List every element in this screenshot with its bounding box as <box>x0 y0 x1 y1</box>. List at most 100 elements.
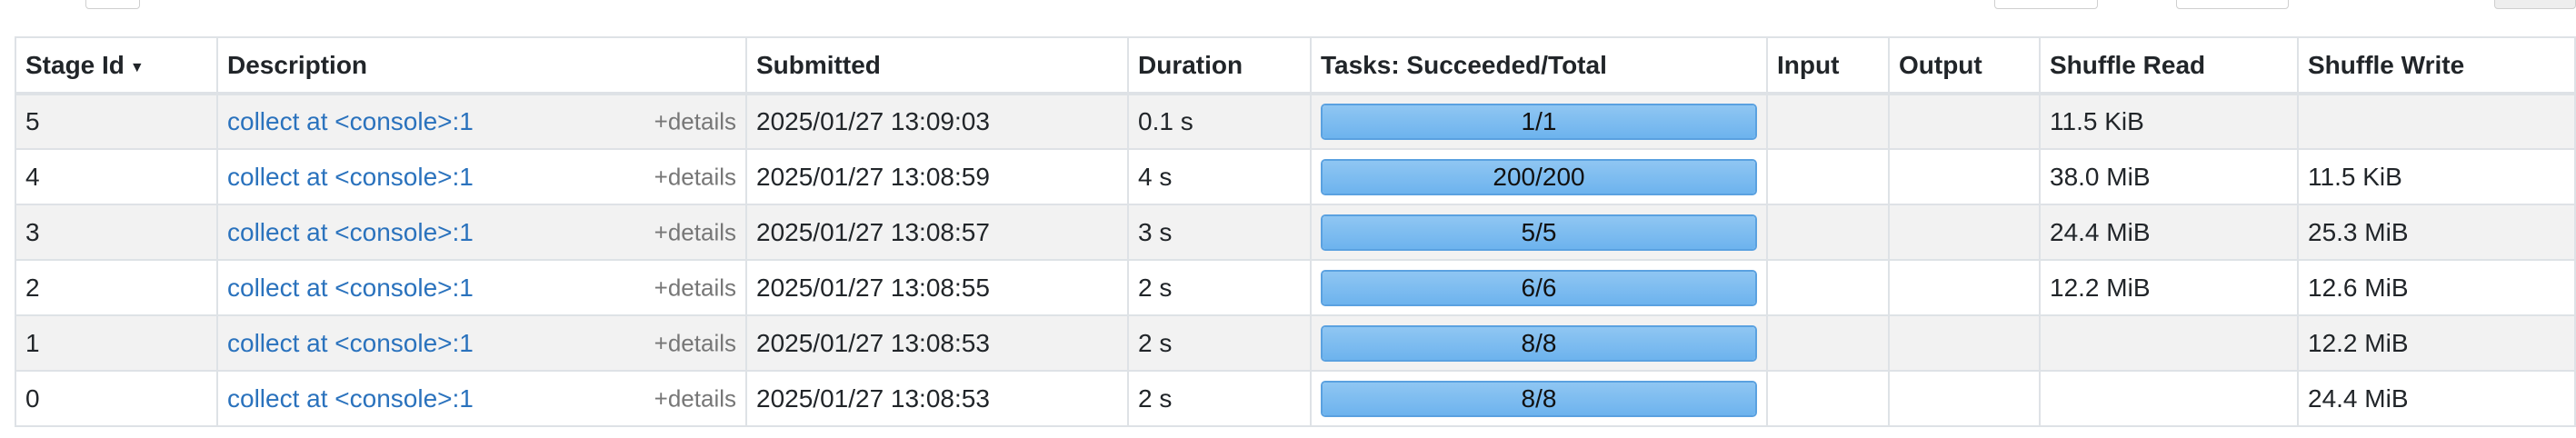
cell-duration: 2 s <box>1127 370 1312 427</box>
cell-shuffle-read: 38.0 MiB <box>2039 148 2299 205</box>
cell-tasks: 5/5 <box>1310 204 1768 261</box>
table-body: 5 collect at <console>:1 +details 2025/0… <box>15 93 2576 427</box>
details-toggle[interactable]: +details <box>654 107 736 135</box>
details-toggle[interactable]: +details <box>654 384 736 412</box>
header-duration[interactable]: Duration <box>1127 36 1312 95</box>
cell-output <box>1888 148 2041 205</box>
stage-description-link[interactable]: collect at <console>:1 <box>227 383 474 413</box>
cell-submitted: 2025/01/27 13:08:55 <box>745 259 1129 316</box>
table-row: 4 collect at <console>:1 +details 2025/0… <box>15 148 2576 205</box>
header-description[interactable]: Description <box>216 36 747 95</box>
cell-output <box>1888 314 2041 372</box>
table-row: 3 collect at <console>:1 +details 2025/0… <box>15 204 2576 261</box>
cell-input <box>1766 259 1890 316</box>
cell-description: collect at <console>:1 +details <box>216 314 747 372</box>
stage-description-link[interactable]: collect at <console>:1 <box>227 328 474 357</box>
cell-submitted: 2025/01/27 13:08:57 <box>745 204 1129 261</box>
cell-duration: 3 s <box>1127 204 1312 261</box>
stage-description-link[interactable]: collect at <console>:1 <box>227 217 474 246</box>
header-input[interactable]: Input <box>1766 36 1890 95</box>
cell-description: collect at <console>:1 +details <box>216 93 747 150</box>
header-shuffle-write[interactable]: Shuffle Write <box>2297 36 2576 95</box>
cell-submitted: 2025/01/27 13:08:53 <box>745 314 1129 372</box>
cell-stage-id: 0 <box>15 370 218 427</box>
cell-submitted: 2025/01/27 13:08:59 <box>745 148 1129 205</box>
cell-input <box>1766 148 1890 205</box>
tasks-progress-label: 6/6 <box>1521 273 1557 302</box>
details-toggle[interactable]: +details <box>654 163 736 190</box>
page-size-input[interactable] <box>2176 0 2289 9</box>
header-output[interactable]: Output <box>1888 36 2041 95</box>
tasks-progress-bar: 1/1 <box>1321 104 1757 140</box>
tasks-progress-label: 8/8 <box>1521 383 1557 413</box>
page-number-input[interactable] <box>1994 0 2098 9</box>
cell-tasks: 6/6 <box>1310 259 1768 316</box>
cell-tasks: 8/8 <box>1310 370 1768 427</box>
details-toggle[interactable]: +details <box>654 274 736 301</box>
tasks-progress-fill <box>1323 160 1755 194</box>
cell-stage-id: 4 <box>15 148 218 205</box>
cell-shuffle-read: 11.5 KiB <box>2039 93 2299 150</box>
tasks-progress-bar: 5/5 <box>1321 214 1757 251</box>
tasks-progress-bar: 8/8 <box>1321 380 1757 417</box>
cell-shuffle-write: 24.4 MiB <box>2297 370 2576 427</box>
page-size-button[interactable] <box>85 0 140 9</box>
tasks-progress-label: 200/200 <box>1493 162 1585 191</box>
cell-submitted: 2025/01/27 13:09:03 <box>745 93 1129 150</box>
stage-description-link[interactable]: collect at <console>:1 <box>227 273 474 302</box>
tasks-progress-fill <box>1323 105 1755 138</box>
cell-shuffle-read <box>2039 370 2299 427</box>
details-toggle[interactable]: +details <box>654 218 736 245</box>
cell-input <box>1766 93 1890 150</box>
tasks-progress-label: 1/1 <box>1521 107 1557 135</box>
cell-shuffle-read: 24.4 MiB <box>2039 204 2299 261</box>
cell-output <box>1888 259 2041 316</box>
tasks-progress-fill <box>1323 326 1755 360</box>
tasks-progress-fill <box>1323 382 1755 415</box>
completed-stages-table: Stage Id ▼ Description Submitted Duration… <box>15 36 2576 427</box>
cell-shuffle-write: 11.5 KiB <box>2297 148 2576 205</box>
go-button[interactable] <box>2494 0 2576 9</box>
cell-shuffle-write: 12.2 MiB <box>2297 314 2576 372</box>
stage-description-link[interactable]: collect at <console>:1 <box>227 162 474 191</box>
table-row: 1 collect at <console>:1 +details 2025/0… <box>15 314 2576 372</box>
header-submitted[interactable]: Submitted <box>745 36 1129 95</box>
cell-output <box>1888 204 2041 261</box>
cell-stage-id: 3 <box>15 204 218 261</box>
cell-output <box>1888 370 2041 427</box>
cell-description: collect at <console>:1 +details <box>216 204 747 261</box>
cell-submitted: 2025/01/27 13:08:53 <box>745 370 1129 427</box>
header-shuffle-read[interactable]: Shuffle Read <box>2039 36 2299 95</box>
cell-shuffle-read: 12.2 MiB <box>2039 259 2299 316</box>
cell-stage-id: 5 <box>15 93 218 150</box>
header-stage-id[interactable]: Stage Id ▼ <box>15 36 218 95</box>
cell-shuffle-write: 25.3 MiB <box>2297 204 2576 261</box>
cell-input <box>1766 204 1890 261</box>
cell-tasks: 8/8 <box>1310 314 1768 372</box>
tasks-progress-bar: 6/6 <box>1321 269 1757 306</box>
tasks-progress-bar: 8/8 <box>1321 324 1757 362</box>
details-toggle[interactable]: +details <box>654 329 736 356</box>
cell-input <box>1766 314 1890 372</box>
cell-stage-id: 1 <box>15 314 218 372</box>
table-row: 0 collect at <console>:1 +details 2025/0… <box>15 370 2576 427</box>
table-row: 2 collect at <console>:1 +details 2025/0… <box>15 259 2576 316</box>
sort-descending-icon: ▼ <box>129 59 145 75</box>
cell-duration: 0.1 s <box>1127 93 1312 150</box>
header-tasks[interactable]: Tasks: Succeeded/Total <box>1310 36 1768 95</box>
cell-input <box>1766 370 1890 427</box>
tasks-progress-label: 8/8 <box>1521 328 1557 357</box>
tasks-progress-label: 5/5 <box>1521 217 1557 246</box>
tasks-progress-fill <box>1323 271 1755 304</box>
tasks-progress-bar: 200/200 <box>1321 158 1757 195</box>
stage-description-link[interactable]: collect at <console>:1 <box>227 107 474 135</box>
cell-description: collect at <console>:1 +details <box>216 148 747 205</box>
cell-shuffle-read <box>2039 314 2299 372</box>
cell-description: collect at <console>:1 +details <box>216 259 747 316</box>
cell-shuffle-write: 12.6 MiB <box>2297 259 2576 316</box>
table-header-row: Stage Id ▼ Description Submitted Duration… <box>15 36 2576 95</box>
cell-shuffle-write <box>2297 93 2576 150</box>
tasks-progress-fill <box>1323 215 1755 249</box>
cell-duration: 2 s <box>1127 314 1312 372</box>
cell-duration: 2 s <box>1127 259 1312 316</box>
